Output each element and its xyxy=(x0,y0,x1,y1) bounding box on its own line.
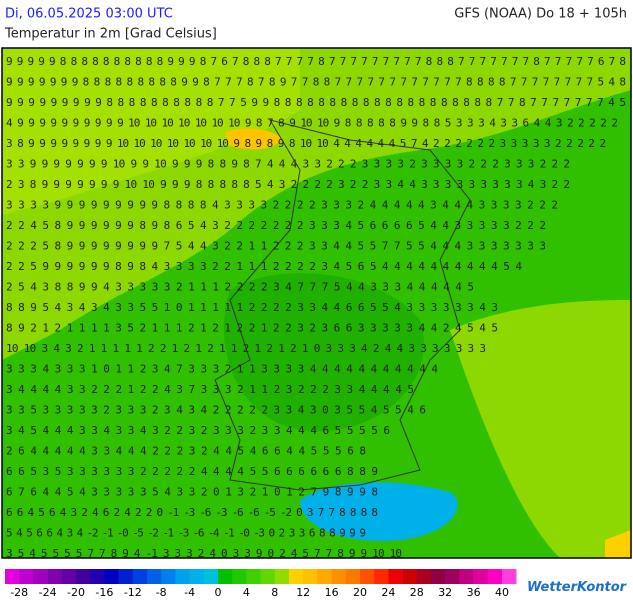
temperature-row: 2 6 4 4 4 4 4 3 3 4 4 4 2 2 2 3 2 4 4 5 … xyxy=(6,445,366,458)
legend-swatch xyxy=(487,569,503,584)
legend-swatch xyxy=(459,569,474,584)
temperature-row: 4 9 9 9 9 9 9 9 9 9 9 10 10 10 10 10 10 … xyxy=(6,117,618,130)
warm-region xyxy=(450,300,631,558)
model: GFS (NOAA) Do 18 + 105h xyxy=(454,7,627,22)
datetime: Di, 06.05.2025 03:00 UTC xyxy=(5,7,173,22)
legend-label: 12 xyxy=(296,586,310,599)
legend-label: 0 xyxy=(215,586,222,599)
temperature-row: 2 2 5 9 9 9 9 9 9 8 9 8 4 3 3 3 3 2 2 1 … xyxy=(6,260,522,273)
cold-region xyxy=(300,482,458,541)
legend-swatch xyxy=(274,569,290,584)
legend-swatch xyxy=(147,569,162,584)
number-grid: 9 9 9 9 9 8 8 8 8 8 8 8 8 8 8 9 9 9 8 7 … xyxy=(6,55,626,560)
temperature-row: 3 3 5 3 3 3 3 3 2 3 3 3 2 3 4 3 4 2 2 2 … xyxy=(6,404,426,417)
legend-label: -20 xyxy=(67,586,85,599)
temperature-row: 9 9 9 9 9 9 9 8 8 8 8 8 8 8 8 8 9 9 8 7 … xyxy=(6,76,626,89)
legend-swatch xyxy=(502,569,517,584)
legend-label: -24 xyxy=(39,586,57,599)
temperature-row: 3 3 9 9 9 9 9 9 9 10 9 9 10 9 9 9 8 8 9 … xyxy=(6,158,570,171)
legend-label: 36 xyxy=(467,586,481,599)
map: 9 9 9 9 9 8 8 8 8 8 8 8 8 8 8 9 9 9 8 7 … xyxy=(1,47,632,560)
warm-region xyxy=(2,48,300,215)
legend-swatch xyxy=(246,569,261,584)
legend-swatch xyxy=(161,569,176,584)
legend-swatch xyxy=(260,569,276,584)
legend-swatch xyxy=(360,569,375,584)
legend-label: -12 xyxy=(124,586,142,599)
legend-label: -8 xyxy=(156,586,167,599)
legend-swatch xyxy=(118,569,134,584)
legend-swatch xyxy=(303,569,318,584)
temperature-row: 3 5 4 5 5 5 5 7 7 8 9 4 -1 3 3 3 2 4 0 3… xyxy=(6,547,402,560)
legend-swatch xyxy=(132,569,148,584)
legend-swatch xyxy=(33,569,48,584)
legend-swatch xyxy=(445,569,460,584)
border xyxy=(214,119,471,491)
legend-swatch xyxy=(416,569,432,584)
legend-swatch xyxy=(289,569,304,584)
legend-swatch xyxy=(47,569,63,584)
hot-spot xyxy=(225,128,282,150)
legend-swatch xyxy=(218,569,233,584)
temperature-row: 2 2 4 5 8 9 9 9 9 9 9 8 9 8 6 5 4 3 2 2 … xyxy=(6,219,546,232)
legend-label: -4 xyxy=(184,586,195,599)
temperature-row: 3 4 4 4 4 3 3 2 2 2 1 2 2 4 3 7 3 3 3 2 … xyxy=(6,383,414,396)
legend-swatch xyxy=(374,569,389,584)
legend-label: 40 xyxy=(495,586,509,599)
hot-spot xyxy=(605,530,631,558)
legend-swatch xyxy=(189,569,205,584)
legend-swatch xyxy=(61,569,77,584)
temperature-row: 3 4 5 4 4 4 3 3 4 3 3 4 3 2 2 3 2 3 3 3 … xyxy=(6,424,390,437)
legend-swatch xyxy=(317,569,332,584)
legend-swatch xyxy=(388,569,403,584)
legend-swatch xyxy=(473,569,489,584)
legend-swatch xyxy=(345,569,361,584)
temperature-row: 3 3 3 4 3 3 3 1 0 1 1 2 3 4 7 3 3 3 2 1 … xyxy=(6,363,438,376)
legend-swatch xyxy=(19,569,34,584)
map-title: Temperatur in 2m [Grad Celsius] xyxy=(4,27,217,42)
temperature-row: 9 9 9 9 9 9 9 9 9 8 8 8 8 8 8 8 8 8 8 7 … xyxy=(6,96,626,109)
legend-label: 32 xyxy=(438,586,452,599)
temperature-row: 8 9 2 1 2 1 1 1 1 3 5 2 1 1 1 2 1 2 1 2 … xyxy=(6,322,498,335)
temperature-row: 3 3 3 3 9 9 9 9 9 9 9 9 9 8 8 8 8 4 3 3 … xyxy=(6,199,558,212)
legend-swatch xyxy=(76,569,91,584)
legend-swatch xyxy=(431,569,446,584)
temperature-row: 8 8 9 5 4 3 4 3 4 3 3 5 5 1 0 1 1 1 1 1 … xyxy=(6,301,498,314)
legend-swatch xyxy=(402,569,418,584)
legend-swatch xyxy=(175,569,190,584)
legend-swatch xyxy=(331,569,347,584)
temperature-row: 10 10 3 4 3 2 1 1 1 1 1 2 2 1 2 1 2 1 1 … xyxy=(6,342,486,355)
legend-swatch xyxy=(232,569,247,584)
legend-label: 24 xyxy=(381,586,395,599)
legend-swatch xyxy=(104,569,119,584)
legend-label: 28 xyxy=(410,586,424,599)
map-frame xyxy=(1,47,632,559)
legend: -28 -24 -20 -16 -12 -8 -4 0 4 8 12 16 20 24 28 32 36 40 xyxy=(5,569,517,599)
legend-label: -16 xyxy=(95,586,113,599)
legend-label: 20 xyxy=(353,586,367,599)
temperature-row: 6 6 5 3 5 3 3 3 3 3 3 2 2 2 2 2 4 4 4 4 … xyxy=(6,465,378,478)
legend-swatch xyxy=(203,569,219,584)
temperature-row: 3 8 9 9 9 9 9 9 9 9 10 10 10 10 10 10 10… xyxy=(6,137,606,150)
temperature-row: 2 3 8 9 9 9 9 9 9 9 10 10 9 9 9 8 8 8 8 … xyxy=(6,178,570,191)
temperature-row: 6 6 4 5 6 4 3 2 4 6 2 4 2 2 0 -1 -3 -6 -… xyxy=(6,506,378,519)
brand-logo: WetterKontor xyxy=(527,580,628,595)
legend-label: 8 xyxy=(271,586,278,599)
temperature-row: 2 5 4 3 8 8 9 9 4 3 3 3 3 3 2 1 1 1 2 2 … xyxy=(6,281,474,294)
legend-label: -28 xyxy=(10,586,28,599)
legend-label: 16 xyxy=(325,586,339,599)
legend-label: 4 xyxy=(243,586,250,599)
temperature-row: 9 9 9 9 9 8 8 8 8 8 8 8 8 8 8 9 9 9 8 7 … xyxy=(6,55,626,68)
legend-swatch xyxy=(5,569,20,584)
temperature-row: 2 2 2 5 8 9 9 9 9 9 9 9 9 7 5 4 4 3 2 2 … xyxy=(6,240,546,253)
temperature-row: 6 7 6 4 4 5 4 3 3 3 3 3 5 4 3 3 2 0 1 3 … xyxy=(6,486,378,499)
legend-swatch xyxy=(90,569,105,584)
temperature-row: 5 4 5 6 6 4 3 4 -2 -1 -0 -5 -2 -1 -3 -6 … xyxy=(6,527,366,540)
cool-region xyxy=(223,273,424,432)
